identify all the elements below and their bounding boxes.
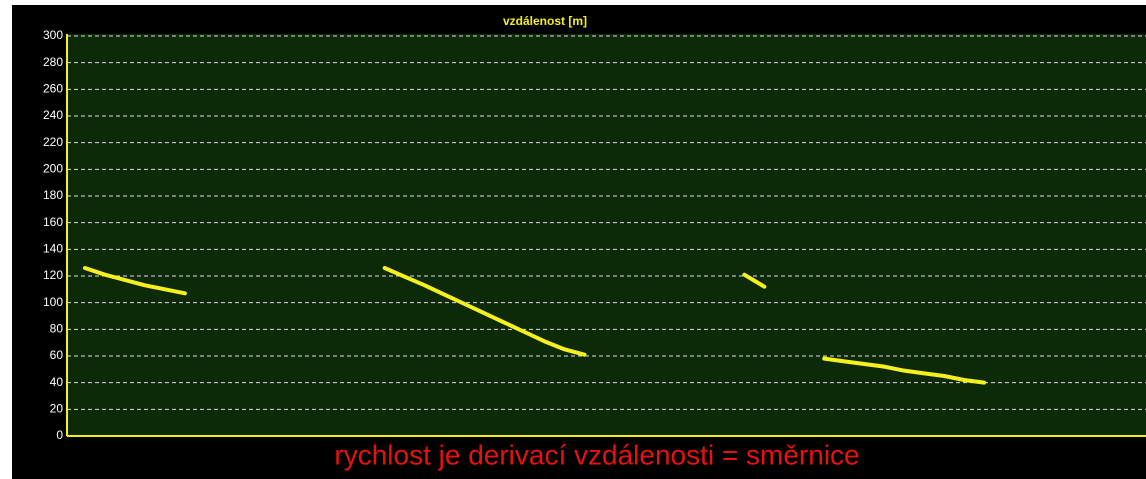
- y-tick-label: 220: [43, 135, 63, 149]
- y-tick-label: 120: [43, 268, 63, 282]
- y-tick-label: 60: [50, 348, 64, 362]
- y-tick-label: 200: [43, 162, 63, 176]
- y-tick-label: 100: [43, 295, 63, 309]
- data-line: [82, 266, 987, 385]
- y-tick-label: 20: [50, 402, 64, 416]
- chart-title: vzdálenost [m]: [503, 14, 587, 28]
- y-tick-label: 300: [43, 28, 63, 42]
- y-tick-label: 180: [43, 188, 63, 202]
- annotation: rychlost je derivací vzdálenosti = směrn…: [334, 439, 859, 470]
- plot-area: [67, 34, 1146, 436]
- y-tick-label: 140: [43, 242, 63, 256]
- y-tick-label: 240: [43, 108, 63, 122]
- y-tick-label: 260: [43, 82, 63, 96]
- y-tick-label: 280: [43, 55, 63, 69]
- y-tick-label: 160: [43, 215, 63, 229]
- y-tick-label: 40: [50, 375, 64, 389]
- y-tick-label: 0: [56, 428, 63, 442]
- y-tick-label: 80: [50, 322, 64, 336]
